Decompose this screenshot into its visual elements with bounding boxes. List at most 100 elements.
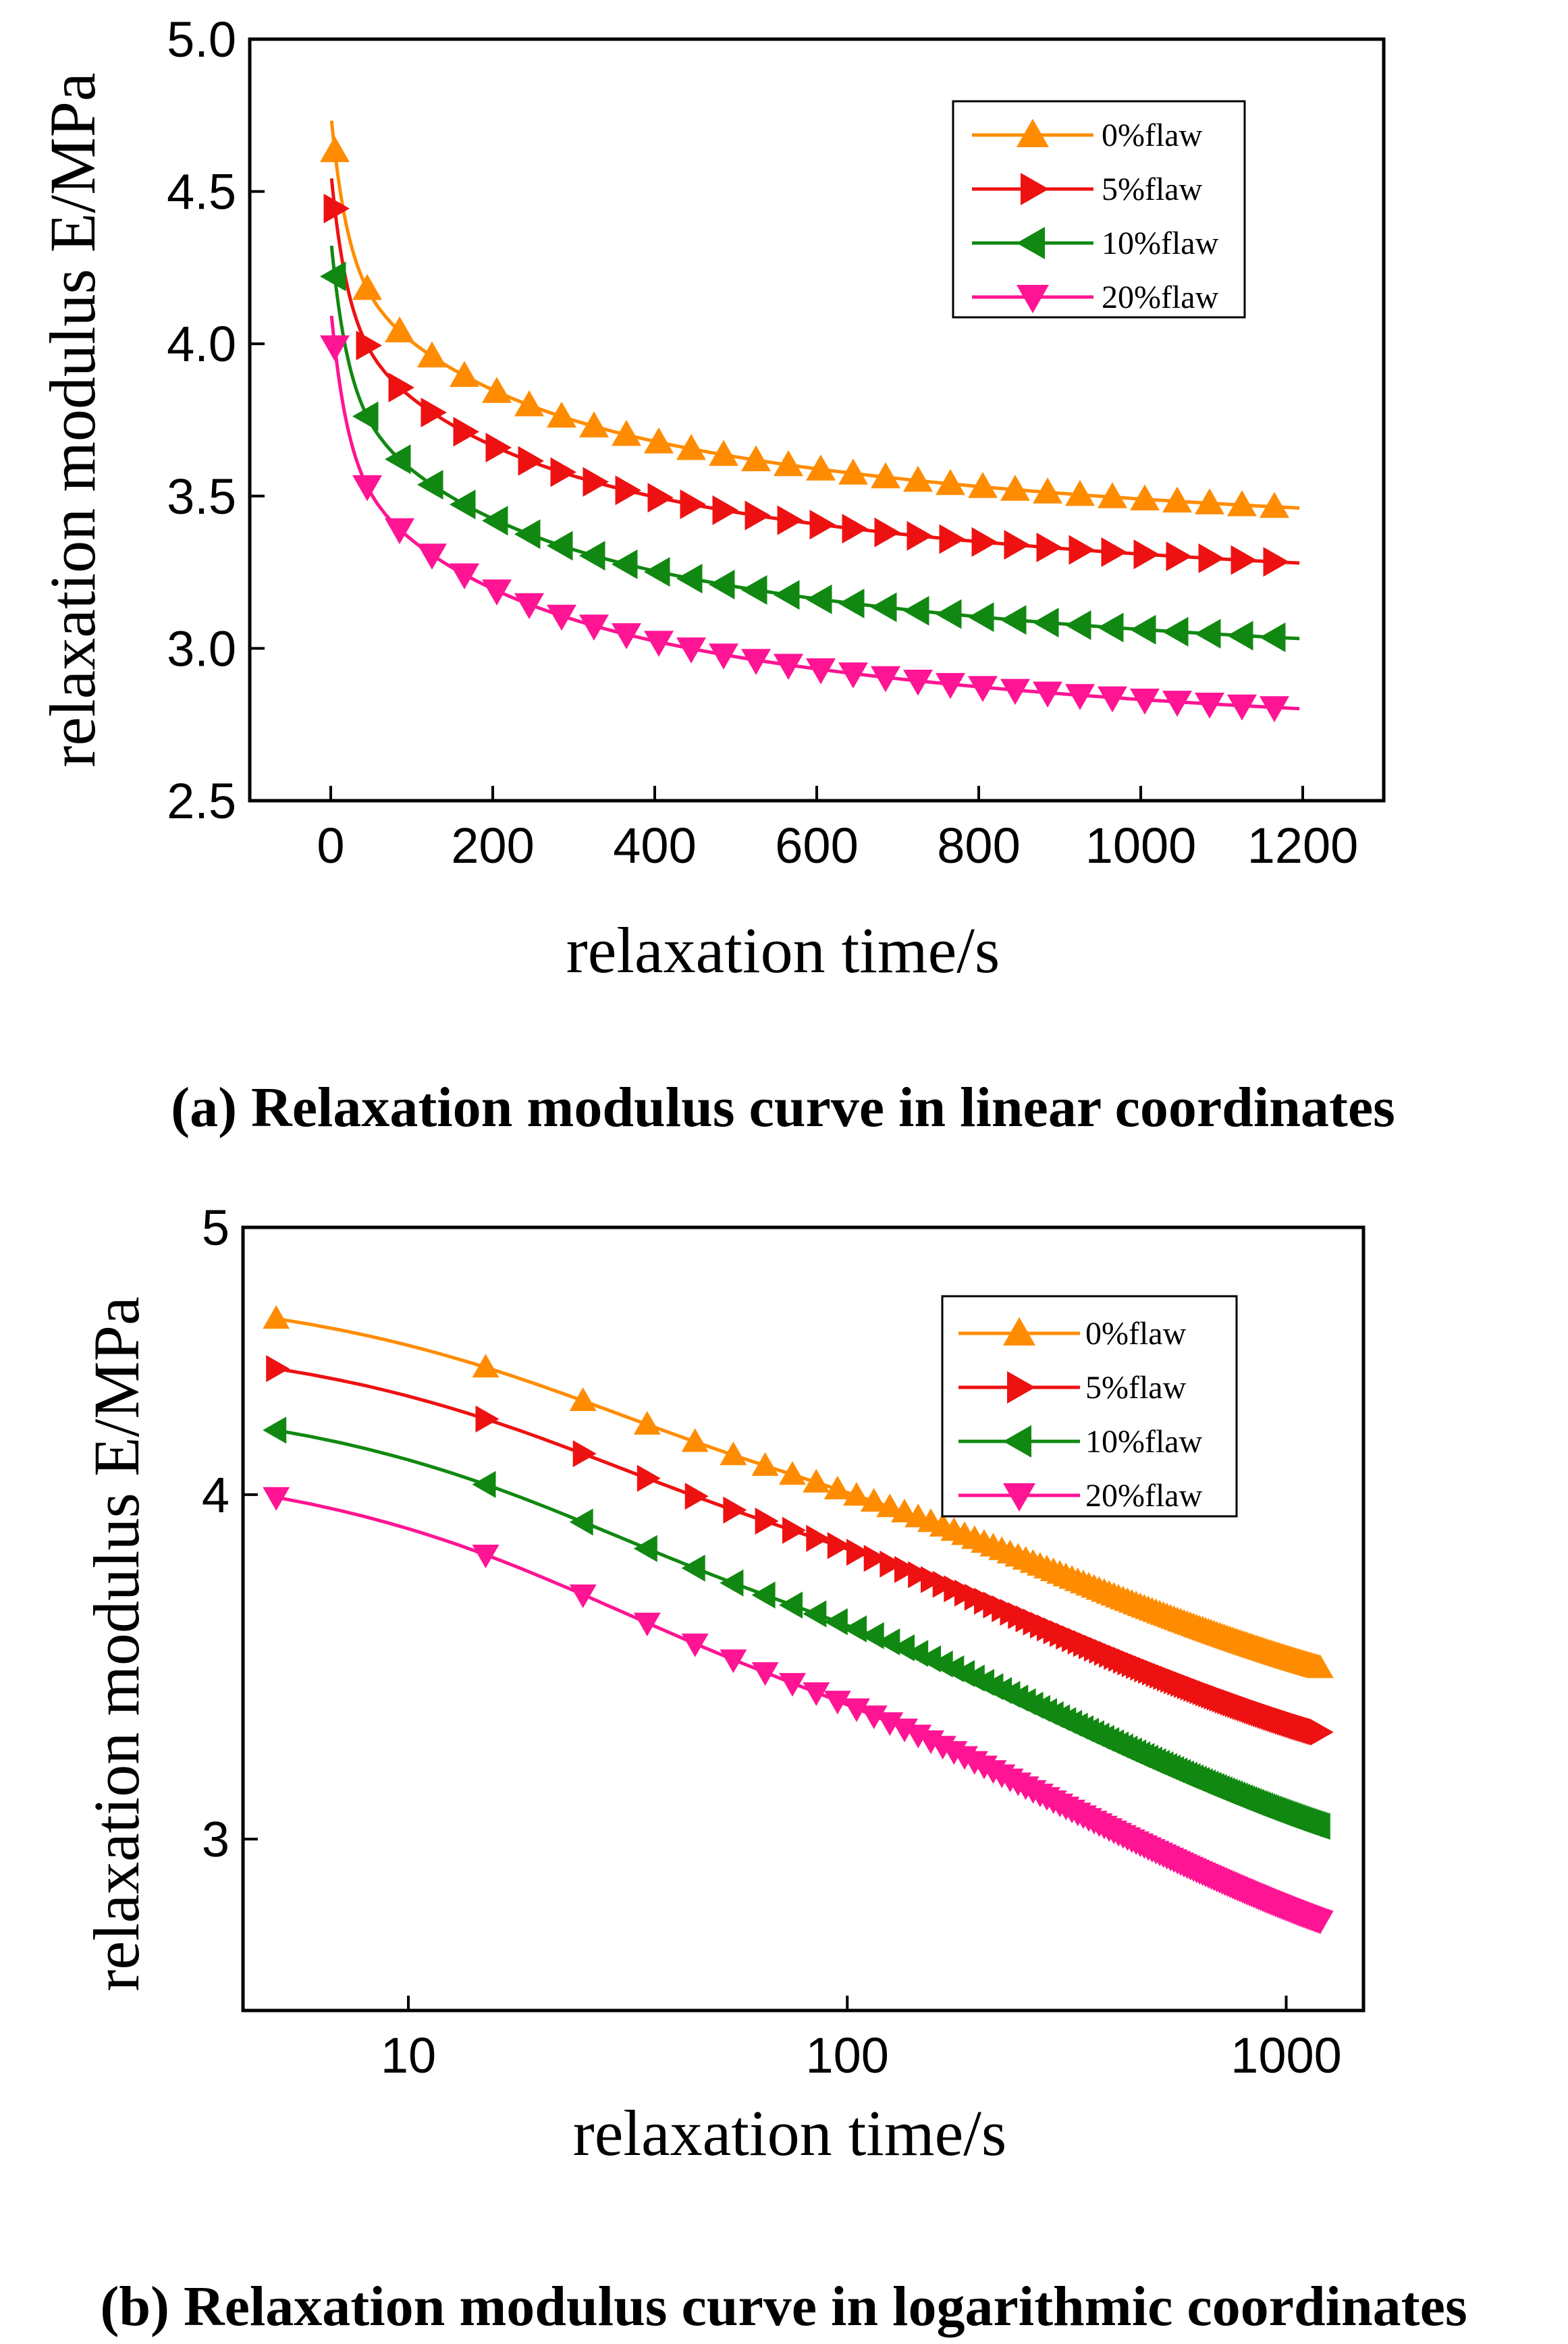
chart-a-series-0pct-flaw-point [352,273,382,300]
chart-a-series-5pct-flaw-point [1263,547,1289,577]
chart-b-series-0pct-flaw-point [823,1475,851,1499]
chart-a-series-5pct-flaw-point [583,467,609,497]
chart-a-legend-marker [1021,173,1049,205]
chart-b-series-5pct-flaw-point [863,1545,888,1572]
chart-a-series-20pct-flaw-point [1130,689,1160,715]
chart-a-series-10pct-flaw-point [417,470,443,500]
chart-a-series-5pct-flaw-point [907,521,933,551]
chart-a-series-5pct-flaw-point [842,514,868,544]
chart-a-series-20pct-flaw-point [1195,693,1224,719]
chart-b-series-20pct-flaw-point [1306,1911,1334,1935]
chart-b-series-10pct-flaw-point [1306,1813,1330,1840]
chart-a-series-5pct-flaw-point [615,475,641,506]
chart-a-series-20pct-flaw-point [676,637,706,664]
chart-a-series-20pct-flaw-point [1000,678,1030,705]
chart-a-series-5pct-flaw-point [1101,537,1127,567]
chart-b-legend-label: 0%flaw [1085,1316,1187,1352]
chart-a-series-0pct-flaw-point [385,316,414,343]
chart-a-series-0pct-flaw-point [547,401,576,428]
chart-a-series-0pct-flaw-point [320,136,350,163]
chart-a-series-0pct-flaw-point [1033,477,1062,504]
chart-b-series-10pct-flaw-point [472,1470,496,1498]
chart-a-series-10pct-flaw-point [676,564,703,593]
chart-a-legend-label: 5%flaw [1102,171,1203,207]
chart-b-x-axis-title: relaxation time/s [573,2097,1006,2169]
chart-a-series-20pct-flaw-point [1065,684,1095,710]
chart-a-series-10pct-flaw-point [320,261,346,292]
chart-a-series-20pct-flaw-point [579,614,609,641]
chart-a-series-10pct-flaw-point [871,592,897,622]
chart-a-series-0pct-flaw-point [644,427,674,454]
chart-a-series-10pct-flaw-point [903,595,929,626]
chart-a-series-10pct-flaw-point [612,549,638,579]
chart-a-series-0pct-flaw-point [903,465,933,492]
chart-b-legend-item: 10%flaw [958,1424,1203,1460]
chart-a-series-10pct-flaw-point [774,580,800,610]
chart-a-series-10pct-flaw-point [1260,622,1286,652]
chart-a-series-10pct-flaw-point [385,444,411,475]
chart-a-legend-marker [1017,119,1049,147]
chart-a-series-10pct-flaw-point [1033,608,1059,638]
chart-a-series-10pct-flaw-point [936,599,962,629]
chart-a-series-0pct-flaw-point [1000,475,1030,501]
chart-a-series-5pct-flaw-point [1133,539,1160,570]
chart-b-series-0pct-flaw-point [569,1387,597,1411]
chart-a-x-tick-label: 1000 [1085,818,1197,874]
chart-b-series-0pct-flaw-point [1306,1654,1334,1678]
chart-a-series-10pct-flaw-point [838,588,865,618]
chart-a-series-20pct-flaw [320,315,1300,722]
chart-a-series-5pct-flaw-point [777,505,803,535]
chart-a-series-10pct-flaw-point [547,531,573,561]
chart-a-series-20pct-flaw-point [871,666,900,693]
chart-a-legend-label: 10%flaw [1102,225,1219,261]
chart-a-y-tick-label: 3.5 [167,469,236,525]
chart-b-series-0pct-flaw [263,1305,1334,1678]
chart-a-series-20pct-flaw-point [774,654,803,680]
chart-b-series-20pct-flaw-point [720,1649,747,1674]
chart-b-series-0pct-flaw-point [263,1305,290,1329]
chart-a-series-5pct-flaw-point [712,495,738,525]
chart-a-series-10pct-flaw-point [450,489,476,520]
chart-b-series-10pct-flaw [263,1416,1330,1840]
chart-a-y-tick-label: 4.5 [167,164,236,220]
chart-b-series-20pct-flaw-point [860,1705,888,1730]
chart-a-series-0pct-flaw-point [1260,491,1289,518]
chart-a-series-10pct-flaw-point [1195,618,1221,649]
chart-a-series-20pct-flaw-point [385,518,414,545]
chart-b-series-5pct-flaw-point [908,1561,932,1589]
chart-a-series-20pct-flaw-point [806,658,836,685]
chart-a-series-0pct-flaw-point [676,433,706,460]
chart-b-series-20pct-flaw-point [891,1718,918,1742]
chart-b-series-0pct-flaw-point [751,1452,779,1476]
chart-b-series-20pct-flaw-point [779,1673,806,1697]
chart-a-series-20pct-flaw-point [644,631,674,657]
chart-a-x-tick-label: 400 [613,818,696,874]
chart-a-series-10pct-flaw-point [514,519,541,550]
chart-a-series-0pct-flaw-point [417,341,447,368]
chart-a-series-0pct-flaw-point [838,458,868,485]
chart-b-legend: 0%flaw 5%flaw 10%flaw 20%flaw [941,1295,1238,1518]
chart-a-x-tick-label: 800 [937,818,1020,874]
chart-a-series-5pct-flaw-point [647,483,674,513]
chart-b-series-5pct-flaw-point [723,1496,747,1524]
chart-a-series-5pct-flaw-point [388,373,414,402]
chart-a-series-20pct-flaw-point [936,672,965,699]
chart-b-y-tick-label: 3 [202,1811,229,1867]
chart-b-legend-item: 20%flaw [958,1478,1203,1514]
chart-b-legend-marker [1003,1317,1035,1346]
chart-b-plot-frame [241,1225,1366,2013]
chart-b-series-10pct-flaw-point [681,1554,705,1582]
chart-b-series-5pct-flaw-point [846,1539,870,1566]
chart-b-x-tick-label: 100 [806,2027,889,2083]
chart-a-series-10pct-flaw-point [1065,610,1091,640]
chart-a-series-5pct-flaw-point [1166,541,1192,572]
chart-a-series-0pct-flaw-point [579,411,609,437]
chart-b-legend-label: 10%flaw [1085,1424,1203,1460]
chart-b-y-tick-label: 4 [202,1467,229,1523]
chart-a-legend-label: 20%flaw [1102,279,1219,315]
chart-b-series-0pct-flaw-point [633,1411,661,1435]
chart-a-legend-label: 0%flaw [1102,117,1203,153]
chart-a-series-0pct-flaw-point [1227,490,1257,516]
chart-b-series-5pct-flaw-point [1309,1718,1334,1746]
chart-a-series-20pct-flaw-point [320,335,350,362]
